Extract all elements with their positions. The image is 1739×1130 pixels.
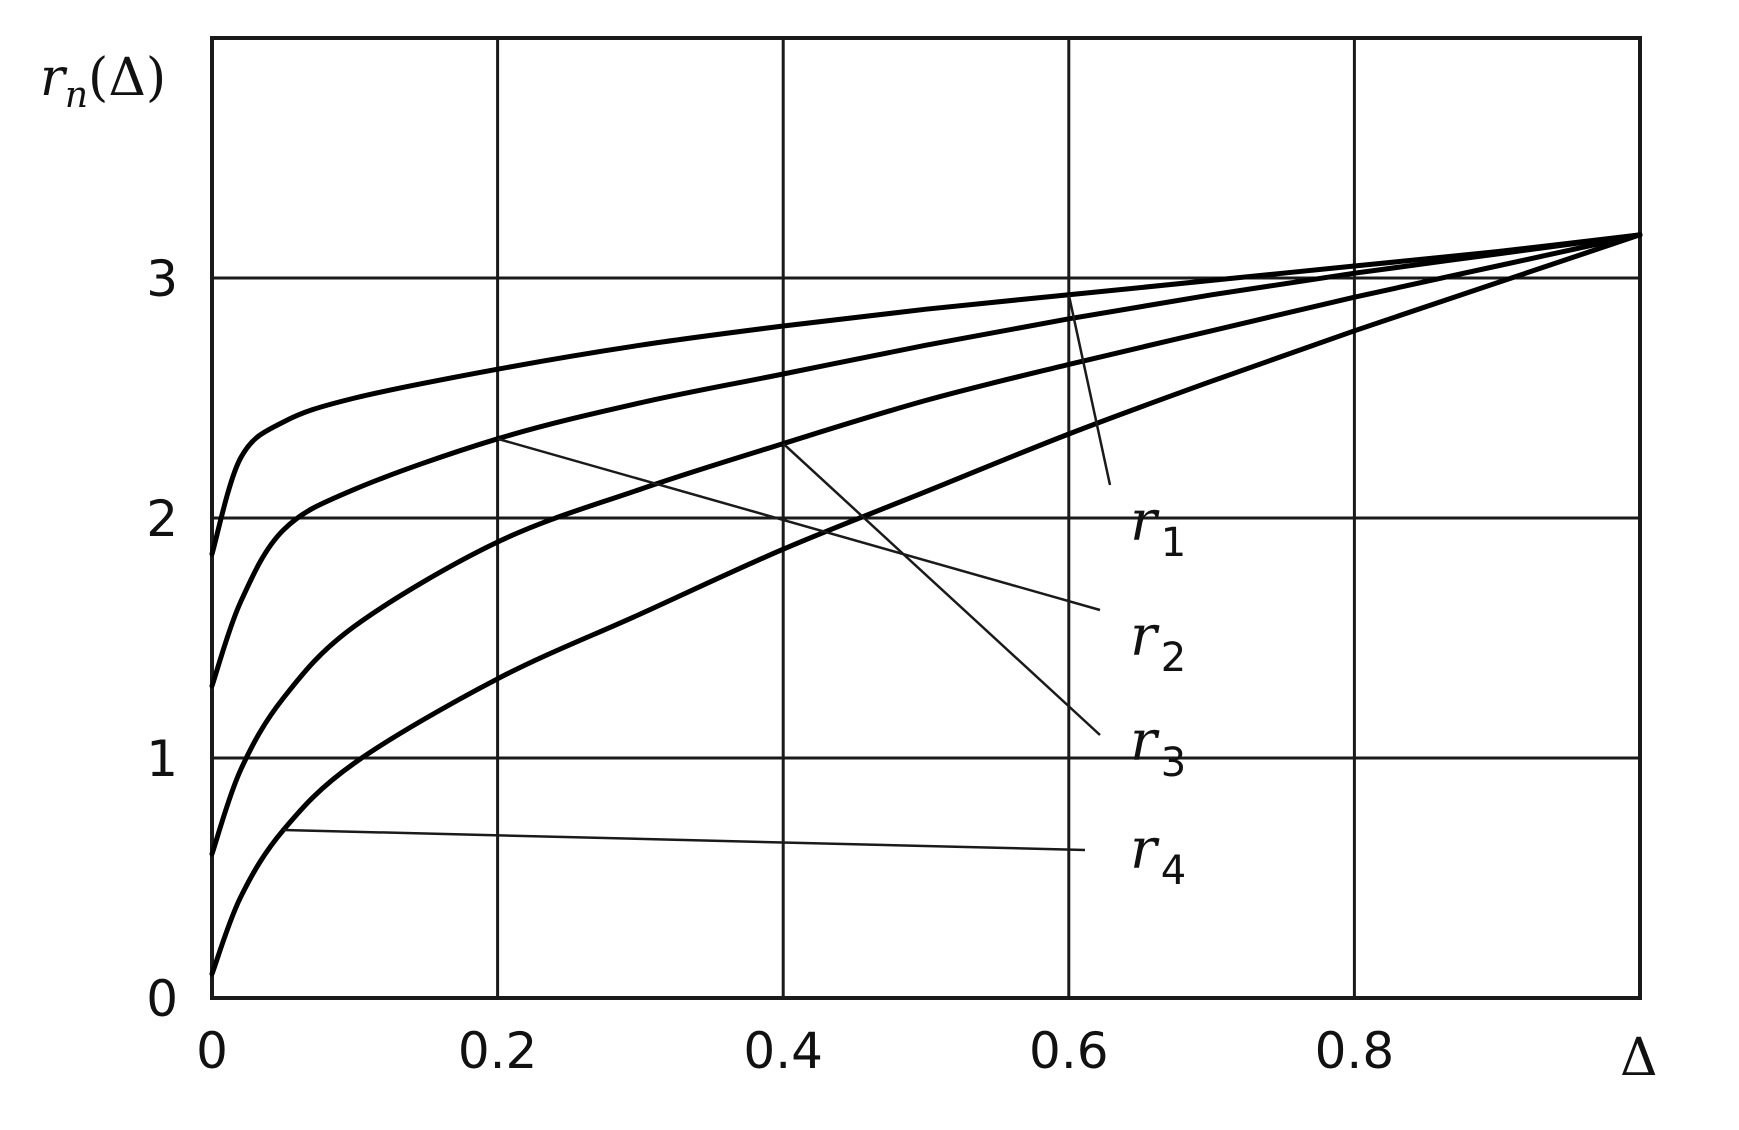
series-label-sub: 4 bbox=[1161, 848, 1186, 894]
leader-line-r4 bbox=[283, 828, 1086, 852]
plot-frame bbox=[210, 36, 1642, 1000]
series-label-var: r bbox=[1130, 817, 1160, 882]
y-tick-label: 0 bbox=[146, 970, 178, 1028]
x-tick-label: 0 bbox=[196, 1022, 228, 1080]
x-tick-label: 0.2 bbox=[458, 1022, 538, 1080]
series-label-var: r bbox=[1130, 709, 1160, 774]
y-axis-title-arg: (Δ) bbox=[88, 48, 166, 108]
series-line-r3 bbox=[209, 232, 1643, 857]
series-label-var: r bbox=[1130, 489, 1160, 554]
series-line-r1 bbox=[209, 232, 1643, 557]
y-tick-label: 1 bbox=[146, 730, 178, 788]
y-tick-label: 3 bbox=[146, 250, 178, 308]
x-axis-title: Δ bbox=[1620, 1028, 1658, 1088]
curves bbox=[209, 232, 1643, 977]
grid bbox=[212, 38, 1640, 998]
series-label-sub: 3 bbox=[1161, 740, 1186, 786]
series-labels: r 1r 2r 3r 4 bbox=[1130, 489, 1186, 894]
series-line-r4 bbox=[209, 232, 1643, 977]
leader-line-r2 bbox=[497, 437, 1101, 612]
leader-line-r3 bbox=[782, 442, 1101, 736]
label-leaders bbox=[283, 294, 1112, 852]
y-axis-title-sub: n bbox=[65, 75, 88, 116]
y-axis-title: rn(Δ) bbox=[40, 48, 166, 116]
series-label-var: r bbox=[1130, 604, 1160, 669]
x-tick-label: 0.8 bbox=[1315, 1022, 1395, 1080]
y-axis-title-var: r bbox=[40, 48, 68, 108]
leader-line-r1 bbox=[1067, 294, 1112, 486]
series-label-sub: 1 bbox=[1161, 520, 1186, 566]
x-tick-label: 0.4 bbox=[743, 1022, 823, 1080]
series-line-r2 bbox=[209, 232, 1643, 689]
y-tick-label: 2 bbox=[146, 490, 178, 548]
x-tick-label: 0.6 bbox=[1029, 1022, 1109, 1080]
tick-labels: 0 0.2 0.4 0.6 0.8 0 1 2 3 bbox=[146, 250, 1394, 1080]
series-label-sub: 2 bbox=[1161, 635, 1186, 681]
